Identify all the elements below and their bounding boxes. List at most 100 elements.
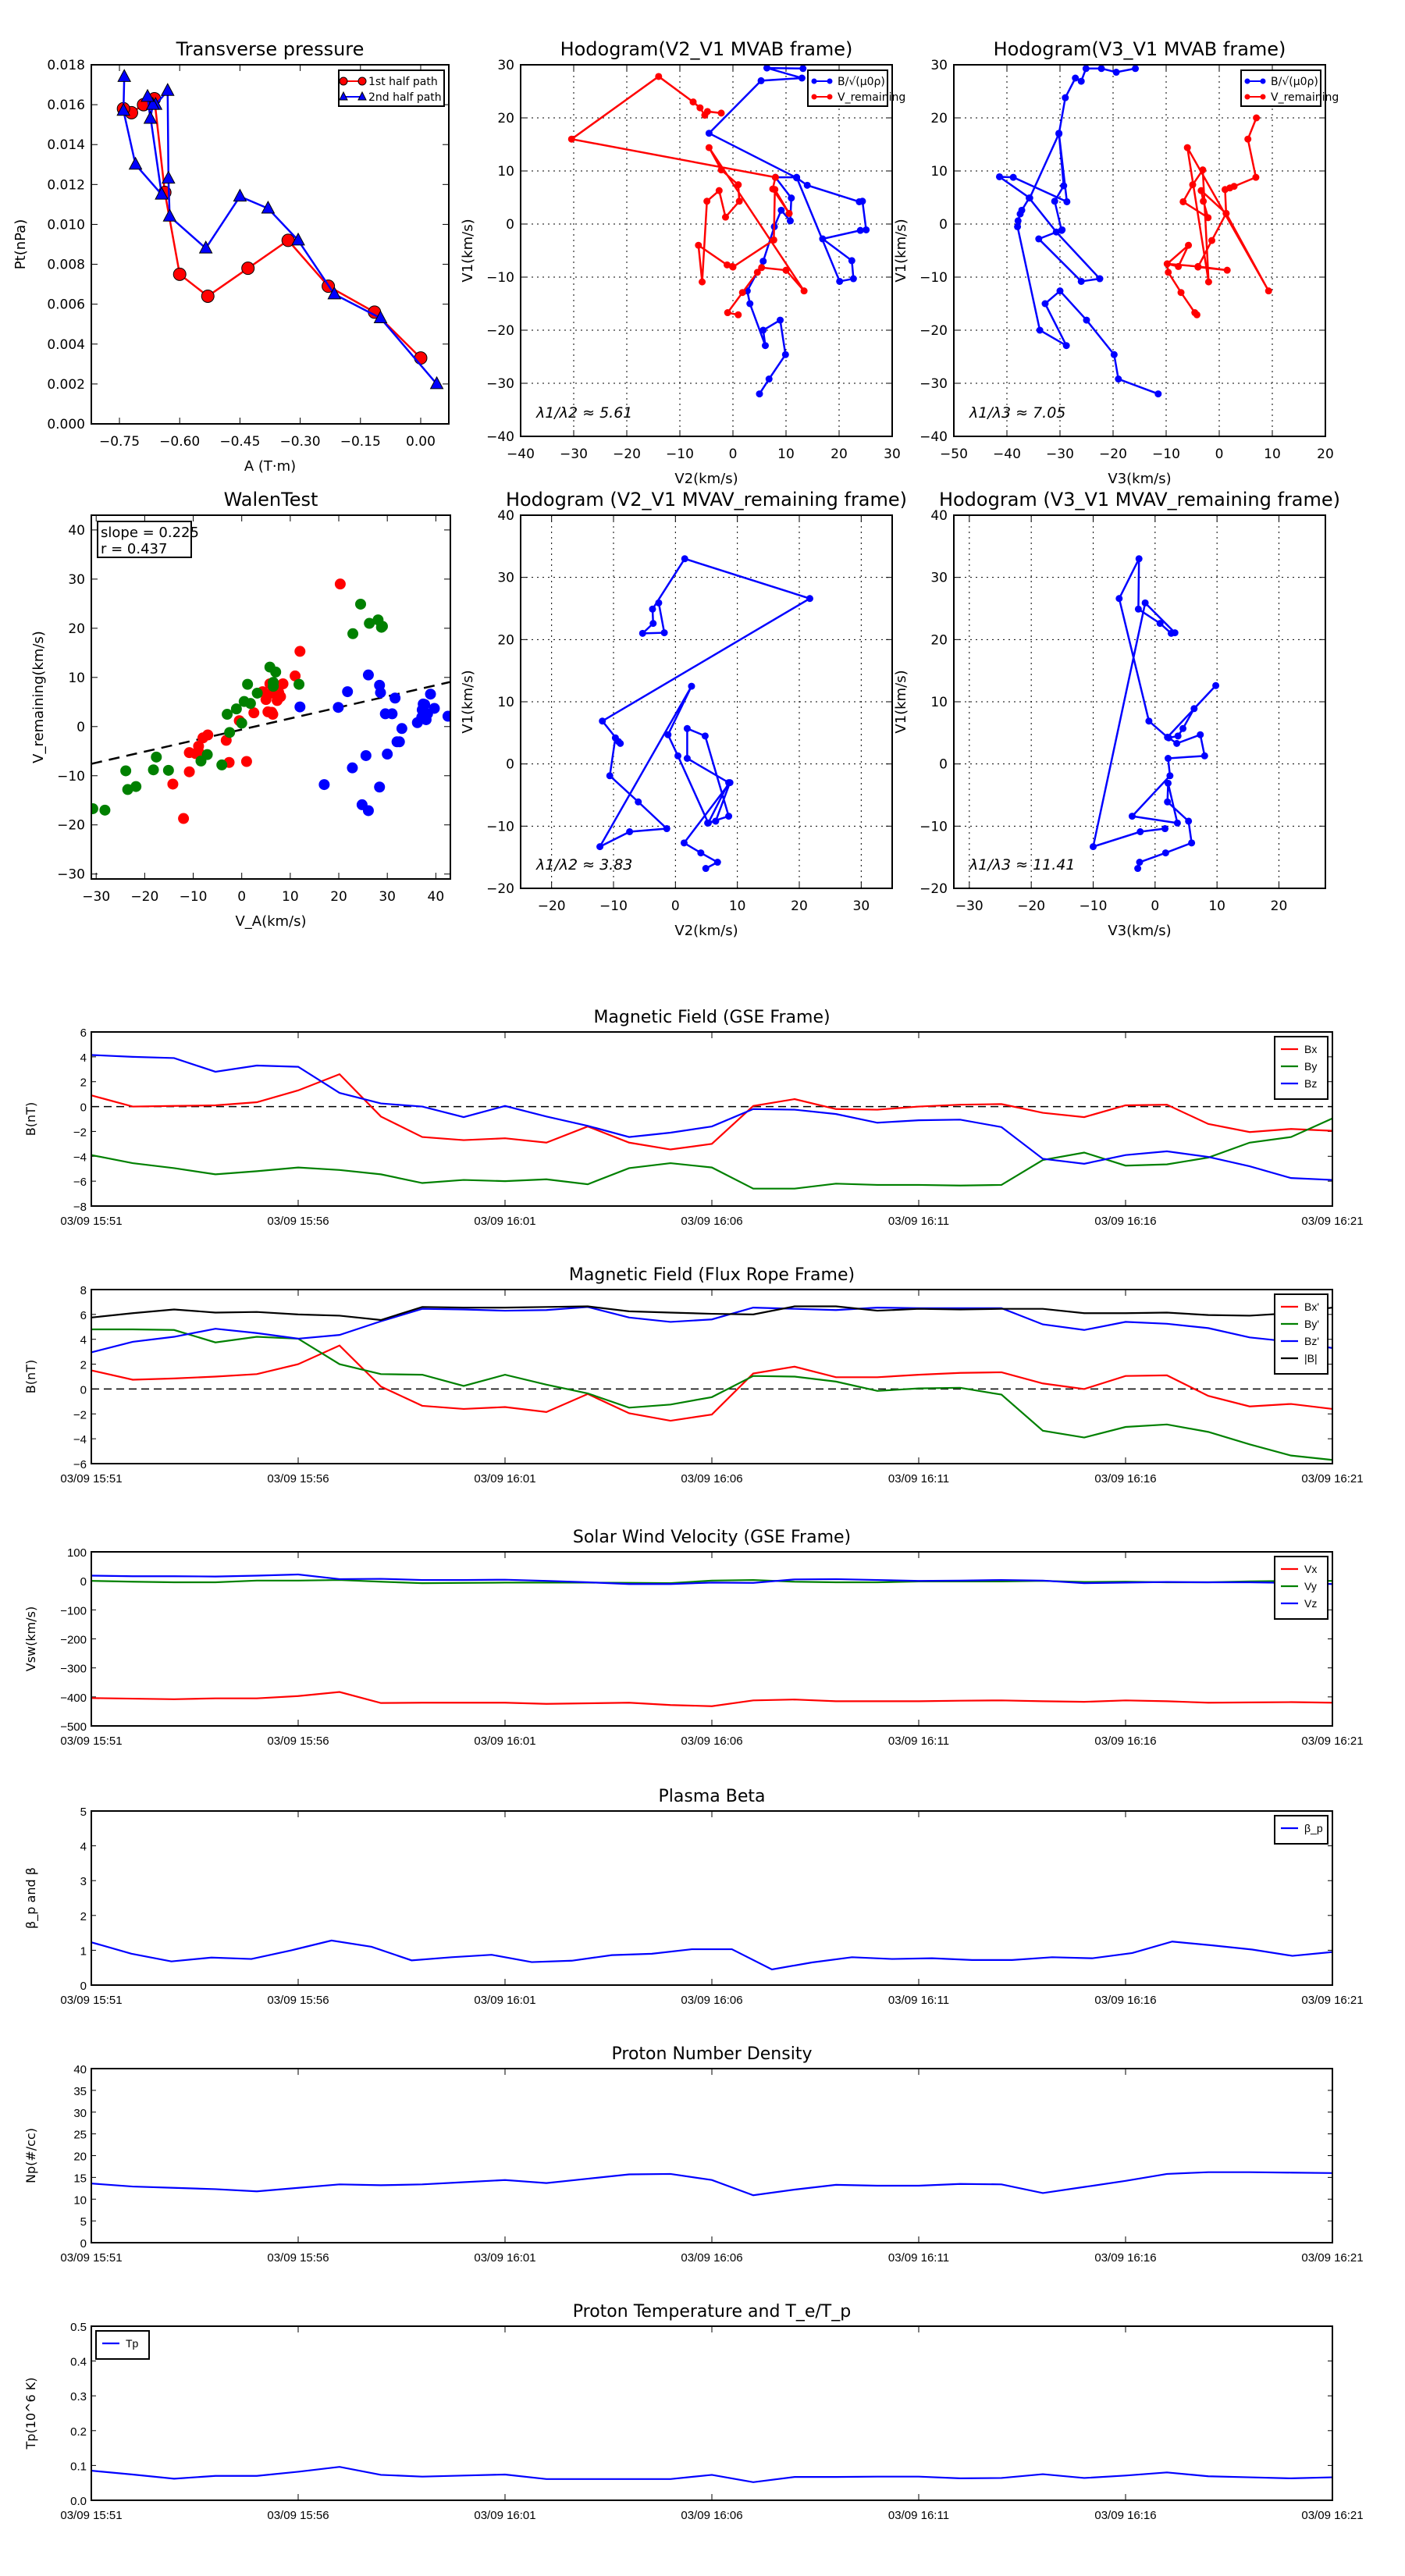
data-point [717,166,725,174]
data-point [757,76,765,84]
y-tick-label: −20 [919,323,948,339]
y-tick-label: −6 [73,1458,87,1471]
x-tick-label: 03/09 16:21 [1301,2509,1363,2522]
legend-box [1274,1556,1329,1620]
y-tick-label: 0.012 [47,177,85,193]
legend-label: β_p [1304,1822,1323,1834]
data-point [1077,77,1085,85]
data-point [393,736,405,748]
plot-frame [953,64,1326,437]
y-tick-label: 0 [80,1101,87,1115]
data-point [855,197,863,205]
data-point [194,747,205,759]
x-tick-label: 10 [777,447,795,462]
data-point [1072,74,1080,82]
x-tick-label: 03/09 16:06 [681,1735,742,1748]
y-tick-label: 4 [80,1334,87,1347]
data-point [717,109,725,117]
plot-frame [91,514,451,880]
data-point [1174,732,1182,740]
x-tick-label: 03/09 15:56 [267,2509,329,2522]
chart-title: Plasma Beta [659,1787,766,1806]
data-point [1115,595,1123,603]
y-tick-label: 0.4 [70,2356,87,2369]
data-point [1204,214,1212,222]
y-tick-label: −20 [486,323,514,339]
y-tick-label: 40 [930,508,948,524]
y-axis-label: Vsw(km/s) [23,1606,38,1671]
data-point [1197,731,1204,738]
y-tick-label: 40 [497,508,514,524]
data-point [995,173,1003,180]
y-tick-label: 0.2 [70,2425,87,2439]
x-tick-label: 20 [330,889,347,905]
legend: Bx' By' Bz' |B| [1274,1293,1329,1375]
x-tick-label: 03/09 16:11 [888,2509,949,2522]
data-point [638,629,646,637]
data-point [91,802,98,814]
data-point [1132,65,1140,73]
data-point [655,73,663,80]
series-line [996,67,1159,395]
x-tick-label: 03/09 15:51 [60,1215,122,1228]
series-line-by [91,1328,1333,1461]
data-point [785,209,793,217]
series-line-tp [91,2466,1333,2483]
x-tick-label: −0.30 [280,434,321,450]
x-tick-label: 03/09 15:56 [267,1215,329,1228]
data-point [663,825,670,833]
chart-title: WalenTest [224,489,318,511]
data-point [1188,839,1196,847]
data-point [420,713,432,725]
data-point [689,98,697,106]
series-red [167,578,346,824]
data-point [704,819,712,827]
data-point [759,258,767,265]
y-tick-label: 0.5 [70,2321,87,2334]
data-point [1141,599,1149,607]
chart-title: Hodogram (V2_V1 MVAV_remaining frame) [506,489,907,511]
y-tick-label: −200 [60,1634,87,1647]
data-point [713,859,721,866]
data-point [599,717,606,725]
x-tick-label: −10 [599,898,628,914]
chart-title: Transverse pressure [176,38,365,60]
y-tick-label: −8 [73,1201,87,1214]
x-tick-label: 03/09 16:06 [681,1472,742,1485]
data-point [606,772,614,780]
data-point [680,839,688,847]
y-tick-label: −40 [919,429,948,445]
data-point [1179,724,1187,732]
data-point [1190,705,1198,713]
data-point [649,605,656,613]
data-point [429,375,444,390]
x-tick-label: 0.00 [406,434,436,450]
x-tick-label: 03/09 16:01 [474,2251,535,2265]
data-point [1134,605,1142,613]
y-tick-label: 4 [80,1841,87,1854]
plot-area [91,578,450,824]
series-line-bx [91,1073,1333,1151]
data-point [819,235,827,243]
y-tick-label: 6 [80,1309,87,1322]
data-point [1063,197,1071,205]
data-point [151,751,162,763]
data-point [769,185,777,193]
data-point [683,754,691,762]
data-point [777,316,784,324]
data-point [746,300,754,308]
data-point [1163,260,1171,268]
data-point [1177,289,1185,297]
x-tick-label: −0.15 [340,434,381,450]
chart-b_gse: Magnetic Field (GSE Frame) 03/09 15:51 03/… [23,1008,1364,1228]
x-tick-label: −0.60 [159,434,200,450]
x-tick-label: 30 [853,898,870,914]
series-line-vx [91,1691,1333,1707]
data-point [145,97,160,110]
x-tick-label: 03/09 16:16 [1094,2509,1156,2522]
data-point [705,130,713,137]
y-tick-label: 0.010 [47,217,85,233]
data-point [333,702,344,713]
x-tick-label: −30 [955,898,984,914]
legend-label: Bz' [1304,1335,1319,1347]
